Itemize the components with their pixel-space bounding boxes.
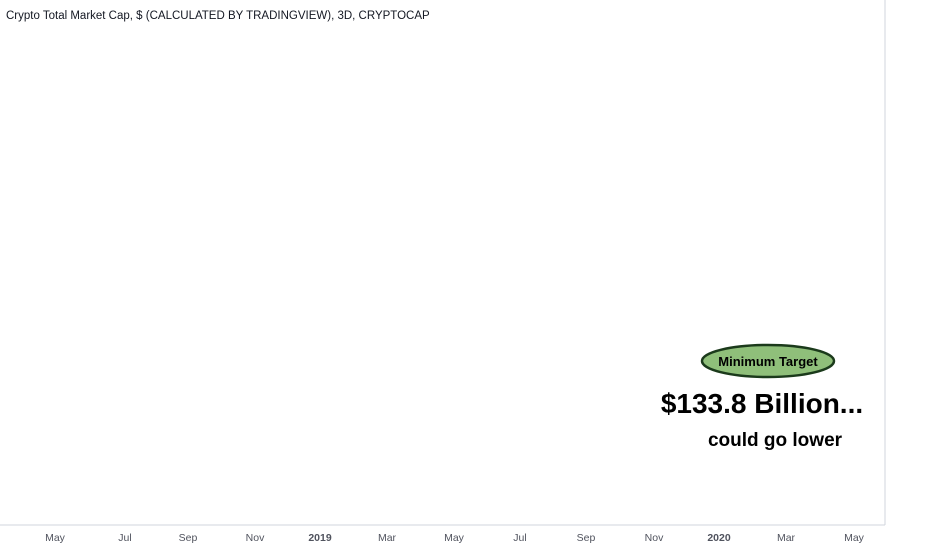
- x-tick-label: 2019: [308, 532, 332, 544]
- x-tick-label: Mar: [777, 532, 796, 544]
- target-value-text: $133.8 Billion...: [661, 388, 863, 419]
- x-tick-label: May: [444, 532, 465, 544]
- annotations: Minimum Target $133.8 Billion... could g…: [661, 343, 863, 451]
- x-tick-label: May: [45, 532, 66, 544]
- x-tick-label: Sep: [179, 532, 198, 544]
- minimum-target-ellipse: [700, 343, 836, 379]
- x-tick-label: Nov: [246, 532, 265, 544]
- time-axis[interactable]: May Jul Sep Nov 2019 Mar May Jul Sep Nov 2020 Mar Ma…: [45, 532, 865, 544]
- x-tick-label: Jul: [513, 532, 526, 544]
- x-tick-label: Mar: [378, 532, 397, 544]
- x-tick-label: May: [844, 532, 865, 544]
- x-tick-label: Sep: [577, 532, 596, 544]
- chart-title: Crypto Total Market Cap, $ (CALCULATED B…: [6, 10, 430, 22]
- could-go-lower-text: could go lower: [708, 430, 843, 451]
- x-tick-label: 2020: [707, 532, 731, 544]
- minimum-target-label: Minimum Target: [718, 354, 818, 369]
- x-tick-label: Nov: [645, 532, 664, 544]
- x-tick-label: Jul: [118, 532, 131, 544]
